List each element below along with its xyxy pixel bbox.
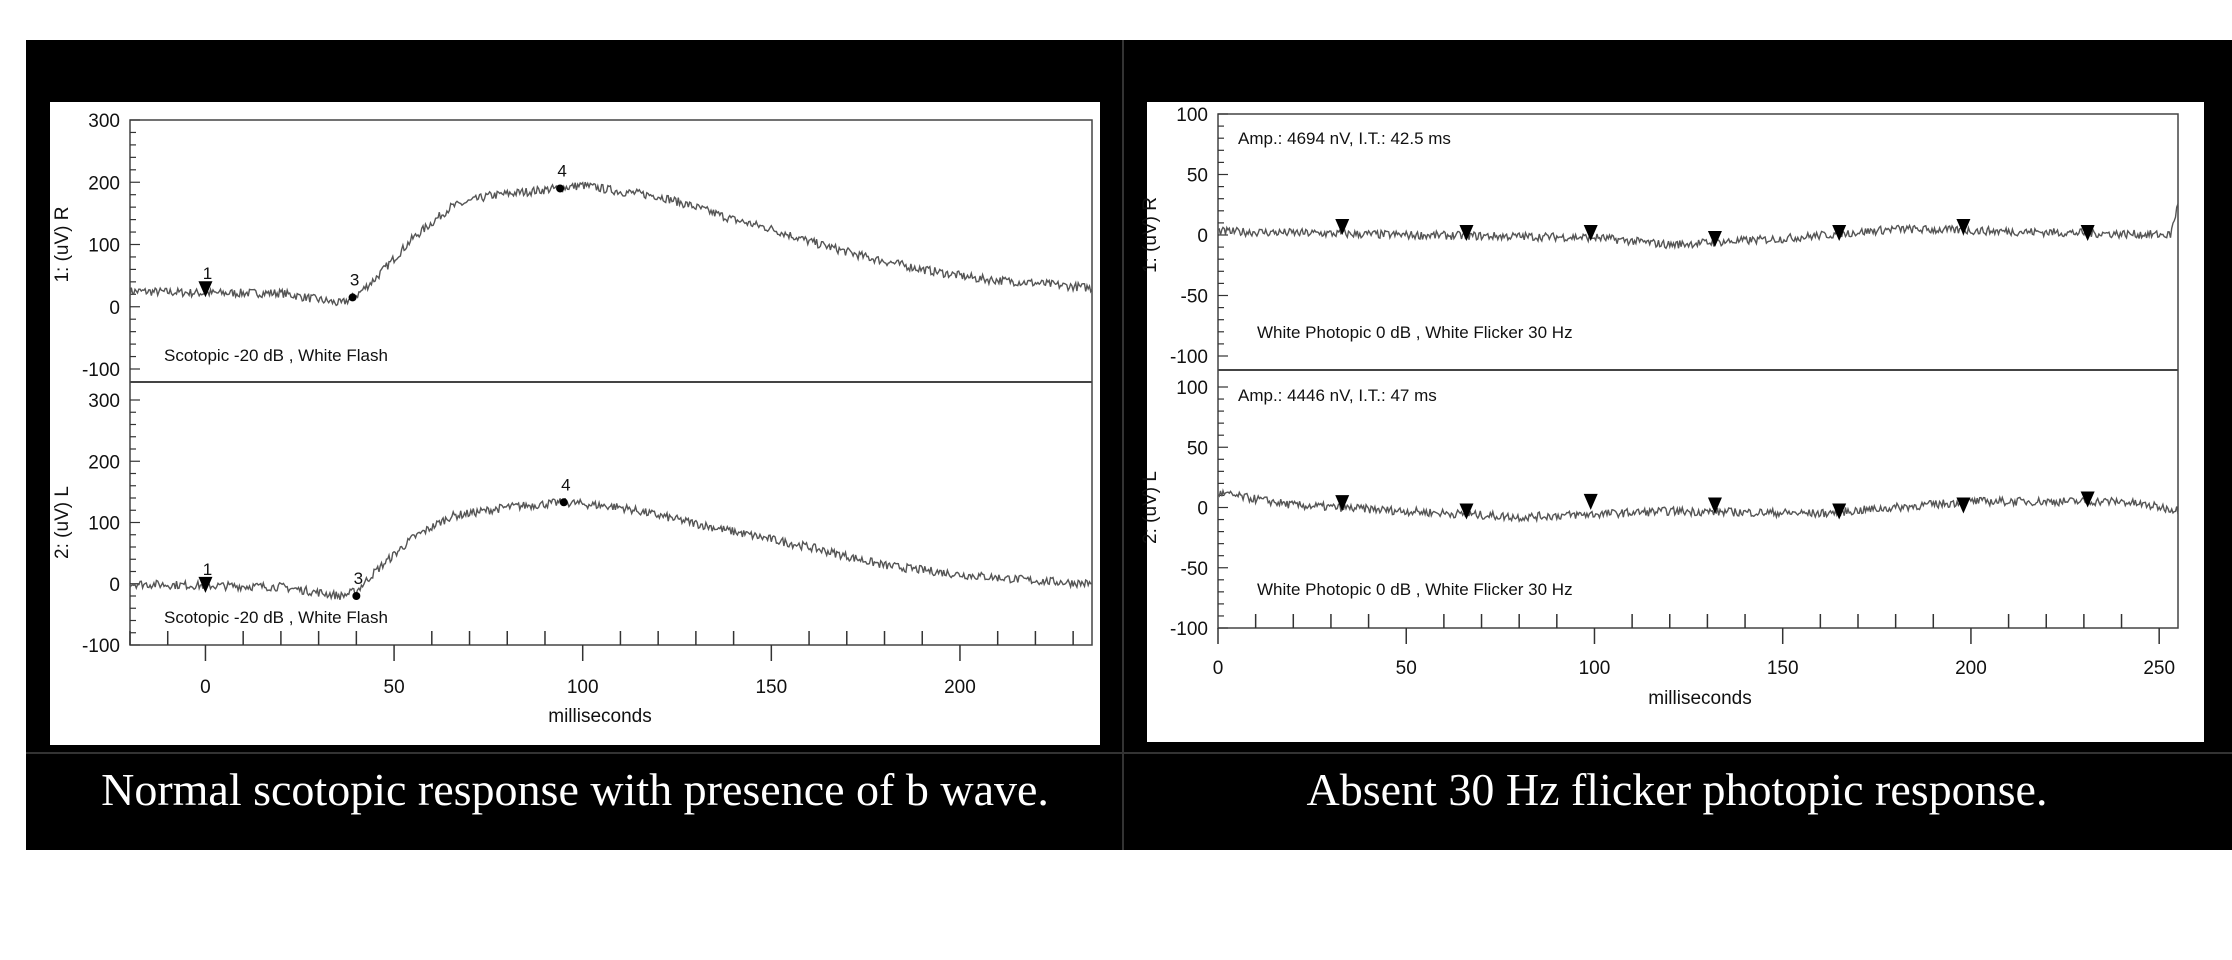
y-tick-label: 0 <box>109 575 120 596</box>
trough-marker <box>2080 491 2095 508</box>
y-tick-label: 200 <box>88 452 120 473</box>
waveform-trace <box>129 181 1093 307</box>
y-tick-label: 0 <box>1197 226 1208 247</box>
x-tick-label: 100 <box>1579 658 1611 679</box>
trough-marker <box>1956 218 1971 235</box>
peak-marker-4 <box>556 184 565 193</box>
amplitude-readout: Amp.: 4446 nV, I.T.: 47 ms <box>1238 386 1437 405</box>
chart-1: 0 50 100 150 200 250 milliseconds 100 50 0 -50 -100… <box>1140 105 2179 709</box>
y-axis-label: 2: (uV) L <box>1140 471 1161 544</box>
y-tick-label: 100 <box>1176 378 1208 399</box>
x-tick-label: 0 <box>1213 658 1224 679</box>
y-tick-label: 100 <box>88 236 120 257</box>
x-tick-label: 0 <box>200 677 211 698</box>
y-tick-label: -50 <box>1181 559 1208 580</box>
panel-1: 100 50 0 -50 -100 2: (uV) L White Photopic 0 d… <box>1140 378 2179 640</box>
x-tick-label: 150 <box>1767 658 1799 679</box>
x-tick-label: 200 <box>944 677 976 698</box>
left-caption: Normal scotopic response with presence o… <box>101 764 1049 815</box>
waveform-trace <box>129 497 1093 601</box>
trough-marker <box>1459 503 1474 520</box>
y-tick-label: -50 <box>1181 287 1208 308</box>
y-tick-label: 300 <box>88 111 120 132</box>
chart-0: 0 50 100 150 200 milliseconds 300 200 100 0 -100 1:… <box>52 111 1093 727</box>
marker-label: 4 <box>557 161 566 180</box>
panel-0: 300 200 100 0 -100 1: (uV) R 1 3 4 Scotopic -20 d… <box>52 111 1093 381</box>
trough-marker <box>1583 493 1598 510</box>
y-tick-label: -100 <box>82 636 120 657</box>
amplitude-readout: Amp.: 4694 nV, I.T.: 42.5 ms <box>1238 129 1451 148</box>
y-tick-label: 300 <box>88 391 120 412</box>
trough-marker <box>198 281 213 298</box>
marker-label: 1 <box>203 264 212 283</box>
y-tick-label: 0 <box>109 298 120 319</box>
marker-label: 4 <box>561 475 570 494</box>
y-tick-label: 50 <box>1187 438 1208 459</box>
trough-marker <box>1832 225 1847 241</box>
trough-marker <box>1707 497 1722 514</box>
stimulus-label: Scotopic -20 dB , White Flash <box>164 346 388 365</box>
waveform-trace <box>1217 488 2179 524</box>
x-tick-label: 100 <box>567 677 599 698</box>
marker-label: 1 <box>203 560 212 579</box>
stimulus-label: White Photopic 0 dB , White Flicker 30 H… <box>1257 323 1573 342</box>
trough-marker <box>1583 225 1598 241</box>
x-tick-label: 150 <box>755 677 787 698</box>
marker-label: 3 <box>354 569 363 588</box>
trough-marker <box>1459 225 1474 241</box>
trough-marker <box>198 576 213 593</box>
y-tick-label: -100 <box>1170 347 1208 368</box>
trough-marker <box>1335 218 1350 235</box>
y-tick-label: 100 <box>88 514 120 535</box>
peak-marker-3 <box>352 592 361 600</box>
trough-marker <box>1707 231 1722 248</box>
x-axis-label: milliseconds <box>1648 688 1751 709</box>
x-axis-label: milliseconds <box>548 706 651 727</box>
x-tick-label: 250 <box>2143 658 2175 679</box>
y-tick-label: -100 <box>1170 619 1208 640</box>
trough-marker <box>2080 225 2095 241</box>
y-axis-label: 1: (uV) R <box>1140 197 1161 273</box>
y-tick-label: 50 <box>1187 166 1208 187</box>
trough-marker <box>1335 495 1350 512</box>
x-tick-label: 50 <box>384 677 405 698</box>
x-tick-label: 200 <box>1955 658 1987 679</box>
peak-marker-3 <box>348 293 357 302</box>
x-tick-label: 50 <box>1396 658 1417 679</box>
y-tick-label: 100 <box>1176 105 1208 126</box>
peak-marker-4 <box>559 498 568 507</box>
stimulus-label: Scotopic -20 dB , White Flash <box>164 608 388 627</box>
y-tick-label: 200 <box>88 173 120 194</box>
marker-label: 3 <box>350 270 359 289</box>
y-tick-label: 0 <box>1197 499 1208 520</box>
y-tick-label: -100 <box>82 360 120 381</box>
left-plot-background <box>50 102 1100 745</box>
panel-0: 100 50 0 -50 -100 1: (uV) R White Photopic 0 d… <box>1140 105 2179 368</box>
right-plot-background <box>1147 102 2204 742</box>
stimulus-label: White Photopic 0 dB , White Flicker 30 H… <box>1257 580 1573 599</box>
y-axis-label: 1: (uV) R <box>52 206 73 282</box>
waveform-trace <box>1217 203 2179 250</box>
panel-1: 300 200 100 0 -100 2: (uV) L 1 3 4 Scotopic -20 d… <box>52 391 1093 657</box>
y-axis-label: 2: (uV) L <box>52 486 73 559</box>
right-caption: Absent 30 Hz flicker photopic response. <box>1307 764 2048 815</box>
trough-marker <box>1956 497 1971 514</box>
trough-marker <box>1832 503 1847 520</box>
